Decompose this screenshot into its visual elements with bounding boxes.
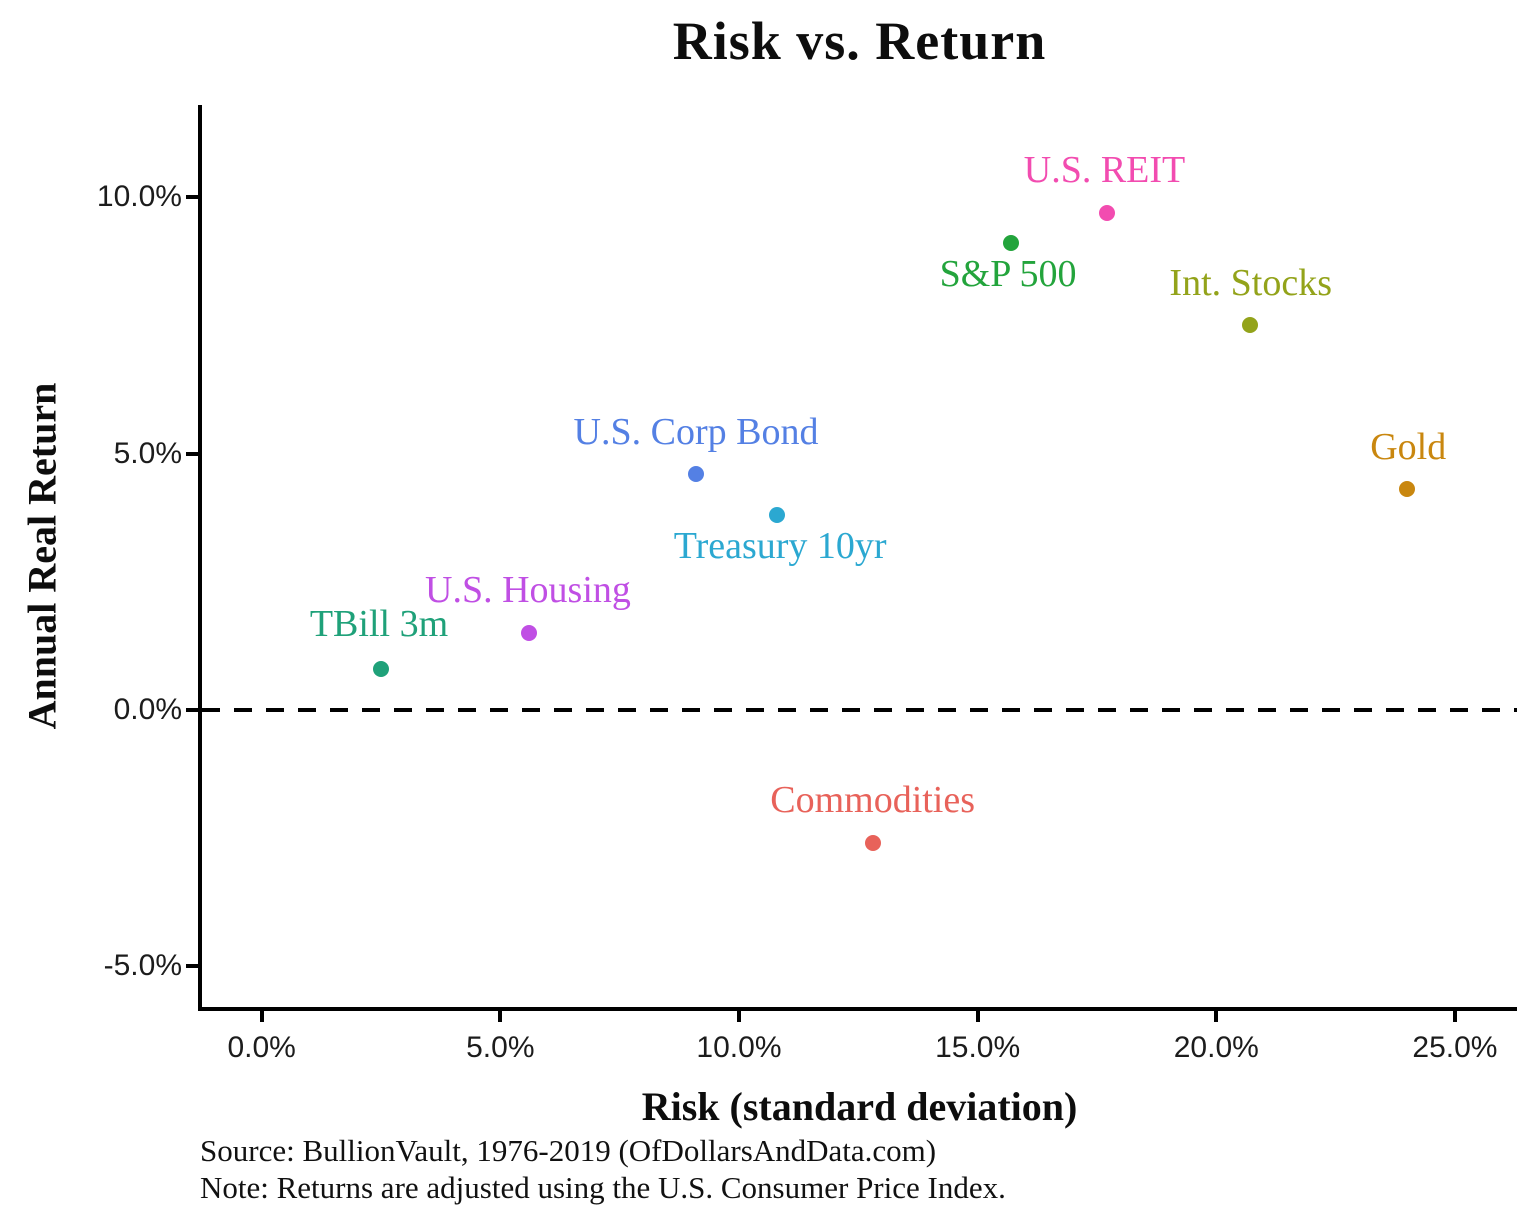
data-point-label-u-s-housing: U.S. Housing bbox=[425, 568, 631, 611]
x-tick-mark bbox=[736, 1009, 741, 1022]
data-point-label-u-s-reit: U.S. REIT bbox=[1023, 148, 1186, 191]
data-point-dot-gold bbox=[1399, 481, 1416, 498]
data-point-dot-int-stocks bbox=[1241, 317, 1258, 334]
x-tick-mark bbox=[1452, 1009, 1457, 1022]
y-axis-title: Annual Real Return bbox=[19, 382, 65, 730]
data-point-label-gold: Gold bbox=[1370, 426, 1447, 469]
data-point-dot-s-p-500 bbox=[1003, 235, 1020, 252]
x-tick-mark bbox=[259, 1009, 264, 1022]
x-tick-mark bbox=[1214, 1009, 1219, 1022]
data-point-dot-u-s-corp-bond bbox=[688, 466, 705, 482]
data-point-dot-u-s-reit bbox=[1098, 204, 1115, 221]
plot-panel: TBill 3m U.S. Housing U.S. Corp Bond Treasu… bbox=[198, 105, 1517, 1011]
x-tick-label: 20.0% bbox=[1173, 1031, 1259, 1064]
y-tick-mark bbox=[186, 707, 199, 712]
zero-reference-line bbox=[202, 707, 1517, 712]
data-point-label-s-p-500: S&P 500 bbox=[939, 253, 1077, 296]
data-point-label-treasury-10yr: Treasury 10yr bbox=[673, 525, 887, 567]
y-tick-mark bbox=[186, 451, 199, 456]
x-tick-label: 5.0% bbox=[466, 1031, 535, 1064]
data-point-dot-commodities bbox=[864, 835, 881, 851]
data-point-label-int-stocks: Int. Stocks bbox=[1169, 262, 1332, 305]
x-tick-label: 0.0% bbox=[227, 1031, 296, 1064]
x-tick-label: 10.0% bbox=[696, 1031, 782, 1064]
y-tick-label: 10.0% bbox=[96, 180, 182, 214]
y-tick-label: -5.0% bbox=[103, 949, 182, 982]
data-point-label-u-s-corp-bond: U.S. Corp Bond bbox=[573, 411, 819, 453]
data-point-dot-u-s-housing bbox=[520, 624, 537, 641]
chart-title: Risk vs. Return bbox=[672, 11, 1047, 71]
x-axis-title: Risk (standard deviation) bbox=[641, 1084, 1078, 1129]
x-tick-mark bbox=[975, 1009, 980, 1022]
cpi-note: Note: Returns are adjusted using the U.S… bbox=[200, 1170, 1006, 1205]
data-point-label-tbill-3m: TBill 3m bbox=[309, 602, 449, 645]
y-tick-mark bbox=[186, 195, 199, 200]
source-note: Source: BullionVault, 1976-2019 (OfDolla… bbox=[200, 1133, 937, 1168]
x-tick-label: 25.0% bbox=[1412, 1031, 1498, 1064]
x-tick-mark bbox=[498, 1009, 503, 1022]
y-tick-mark bbox=[186, 964, 199, 968]
data-point-dot-tbill-3m bbox=[372, 660, 389, 677]
y-tick-label: 0.0% bbox=[113, 692, 182, 726]
data-point-label-commodities: Commodities bbox=[770, 779, 976, 821]
y-tick-label: 5.0% bbox=[113, 436, 182, 470]
data-point-dot-treasury-10yr bbox=[769, 507, 786, 523]
footnotes: Source: BullionVault, 1976-2019 (OfDolla… bbox=[200, 1132, 1006, 1206]
x-tick-label: 15.0% bbox=[935, 1031, 1021, 1064]
